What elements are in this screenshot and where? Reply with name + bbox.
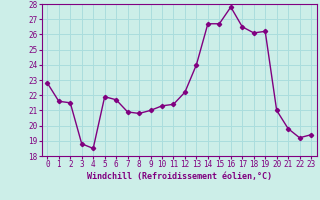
X-axis label: Windchill (Refroidissement éolien,°C): Windchill (Refroidissement éolien,°C): [87, 172, 272, 181]
